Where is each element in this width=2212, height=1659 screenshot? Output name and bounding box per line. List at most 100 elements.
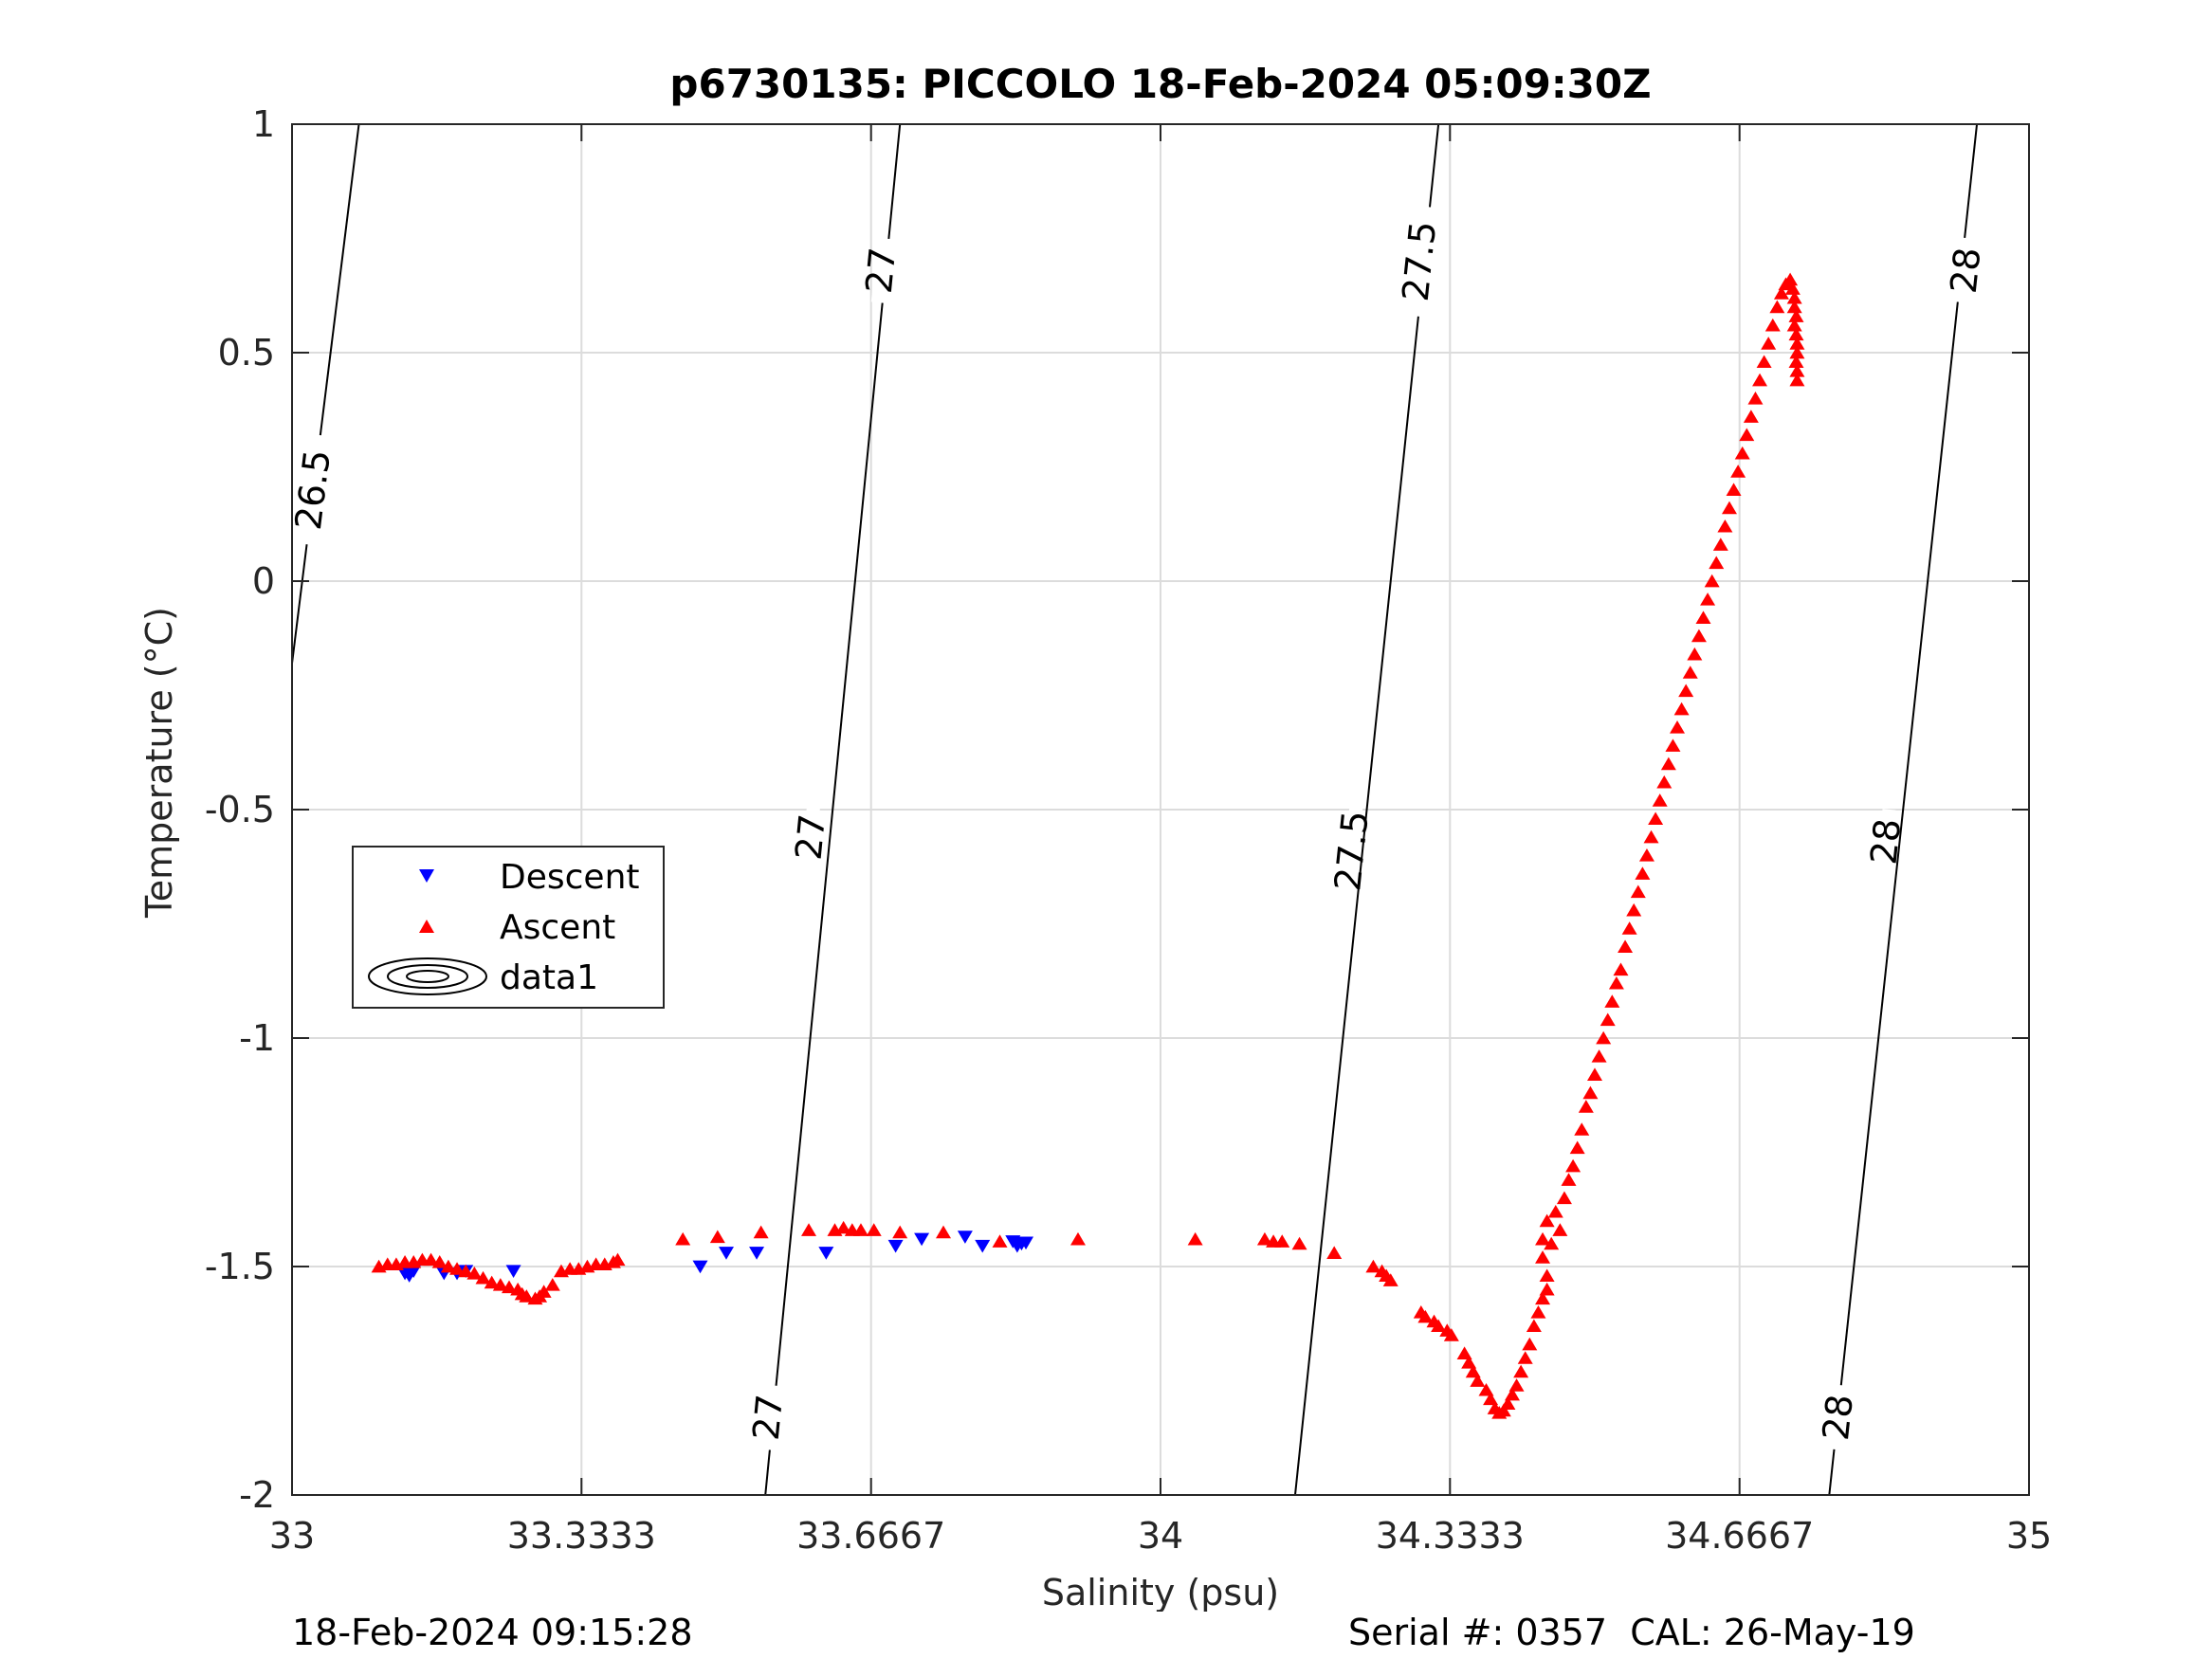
ascent-point	[1717, 519, 1733, 533]
ascent-point	[475, 1270, 491, 1285]
ascent-point	[1539, 1282, 1555, 1296]
ascent-point	[1513, 1364, 1529, 1378]
ascent-point	[709, 1230, 725, 1244]
legend-ascent-marker	[419, 920, 434, 933]
descent-point	[406, 1265, 422, 1279]
ascent-point	[801, 1223, 817, 1236]
ascent-point	[1565, 1158, 1581, 1173]
ascent-point	[458, 1264, 474, 1278]
ascent-point	[1443, 1328, 1459, 1341]
ascent-point	[852, 1223, 868, 1236]
ascent-point	[1630, 884, 1646, 899]
contour-label: 28	[1943, 246, 1989, 296]
ascent-point	[1638, 848, 1654, 862]
ascent-point	[1730, 465, 1746, 478]
contour-label: 27.5	[1395, 219, 1445, 303]
descent-point	[975, 1239, 991, 1253]
data-points	[371, 272, 1805, 1419]
ascent-point	[1256, 1231, 1272, 1246]
x-tick-label: 34	[1138, 1515, 1183, 1557]
ascent-point	[1535, 1231, 1551, 1246]
descent-point	[818, 1247, 834, 1260]
x-tick-label: 35	[2006, 1515, 2052, 1557]
ascent-point	[1789, 373, 1805, 387]
ascent-point	[1600, 1012, 1616, 1027]
ascent-point	[1500, 1396, 1516, 1410]
ascent-point	[1789, 337, 1805, 350]
ascent-point	[1764, 318, 1781, 332]
ascent-point	[1635, 866, 1651, 880]
ascent-point	[1517, 1351, 1533, 1364]
ascent-point	[1274, 1234, 1290, 1248]
ascent-point	[1535, 1291, 1551, 1305]
ascent-point	[1552, 1223, 1568, 1236]
ascent-point	[1187, 1231, 1203, 1246]
ascent-point	[1656, 775, 1673, 789]
ascent-point	[1643, 830, 1659, 844]
ascent-point	[1587, 1067, 1602, 1081]
descent-point	[719, 1247, 734, 1260]
legend: Descent Ascent data1	[352, 846, 665, 1009]
ascent-point	[1556, 1191, 1572, 1205]
y-tick-label: -0.5	[205, 789, 275, 830]
y-axis-label: Temperature (°C)	[138, 607, 180, 919]
y-tick-label: -1.5	[205, 1246, 275, 1287]
ascent-point	[992, 1234, 1008, 1248]
ascent-point	[492, 1278, 508, 1291]
ascent-point	[1504, 1387, 1520, 1401]
y-tick-label: -1	[239, 1017, 275, 1059]
ascent-point	[1712, 538, 1728, 551]
ascent-point	[1648, 811, 1664, 826]
ascent-point	[466, 1267, 483, 1280]
contour-label-gap	[800, 804, 821, 870]
ascent-point	[1670, 720, 1686, 734]
contour-line	[1293, 124, 1440, 1495]
ascent-point	[866, 1223, 882, 1236]
ascent-point	[431, 1254, 448, 1268]
ascent-point	[519, 1289, 535, 1303]
ascent-point	[1465, 1364, 1481, 1378]
ascent-point	[1382, 1273, 1398, 1286]
contour-line	[1828, 124, 1979, 1495]
ascent-point	[1788, 309, 1804, 322]
ts-diagram: 26.5 27 27 27 27.5 27.5 28 28 28 33 33.3333 33.666…	[138, 61, 2053, 1612]
ascent-point	[1700, 592, 1716, 606]
ascent-point	[1470, 1374, 1486, 1387]
legend-data1-label: data1	[500, 958, 598, 997]
ascent-point	[1788, 327, 1804, 341]
ascent-point	[1526, 1319, 1542, 1333]
ascent-point	[1786, 290, 1802, 304]
ascent-point	[1695, 611, 1711, 624]
ascent-point	[1752, 373, 1768, 387]
contour-label: 26.5	[287, 447, 338, 532]
ascent-point	[1569, 1140, 1585, 1155]
legend-box	[352, 846, 665, 1009]
descent-point	[749, 1247, 765, 1260]
ascent-point	[1613, 962, 1629, 976]
ascent-point	[1761, 337, 1777, 350]
ascent-point	[440, 1259, 456, 1273]
ascent-point	[1687, 647, 1703, 661]
y-tick-label: 1	[252, 103, 275, 145]
ascent-point	[1652, 793, 1668, 807]
ascent-point	[1773, 286, 1789, 300]
ascent-point	[1626, 902, 1642, 917]
ascent-point	[1608, 975, 1624, 990]
ascent-point	[1596, 1030, 1612, 1045]
ascent-point	[1522, 1337, 1538, 1351]
x-axis-label: Salinity (psu)	[1042, 1572, 1279, 1612]
ascent-point	[1709, 556, 1725, 570]
ascent-point	[1756, 355, 1772, 369]
ascent-point	[1508, 1378, 1525, 1392]
ascent-point	[1483, 1392, 1499, 1406]
ascent-point	[1618, 939, 1634, 953]
ascent-point	[675, 1231, 691, 1246]
ascent-point	[1704, 574, 1720, 588]
footer-timestamp: 18-Feb-2024 09:15:28	[292, 1612, 693, 1653]
x-tick-label: 34.6667	[1665, 1515, 1814, 1557]
contour-label-gap	[1827, 1384, 1849, 1450]
ascent-point	[610, 1252, 626, 1267]
legend-descent-marker	[419, 869, 434, 883]
ascent-point	[1591, 1049, 1607, 1063]
contour-label: 27	[788, 812, 834, 862]
